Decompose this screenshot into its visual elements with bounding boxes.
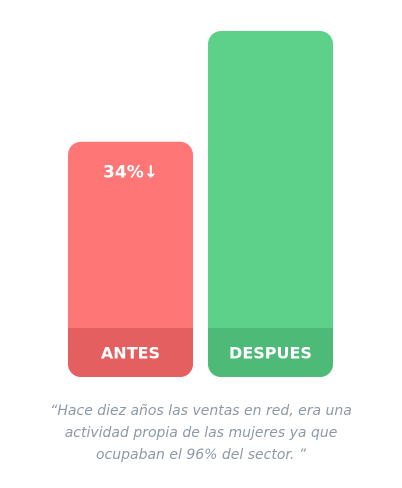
quote-line: “Hace diez años las ventas en red, era u… bbox=[50, 403, 352, 419]
quote-line: ocupaban el 96% del sector. ” bbox=[96, 447, 307, 463]
bar bbox=[68, 141, 193, 377]
category-label: ANTES bbox=[101, 344, 160, 363]
bar bbox=[208, 31, 333, 377]
quote-line: actividad propia de las mujeres ya que bbox=[65, 425, 338, 441]
bar-label-band-top bbox=[68, 328, 193, 341]
annotation: 34%↓ bbox=[103, 163, 158, 183]
category-label: DESPUES bbox=[229, 344, 312, 363]
bar-label-band-top bbox=[208, 328, 333, 341]
